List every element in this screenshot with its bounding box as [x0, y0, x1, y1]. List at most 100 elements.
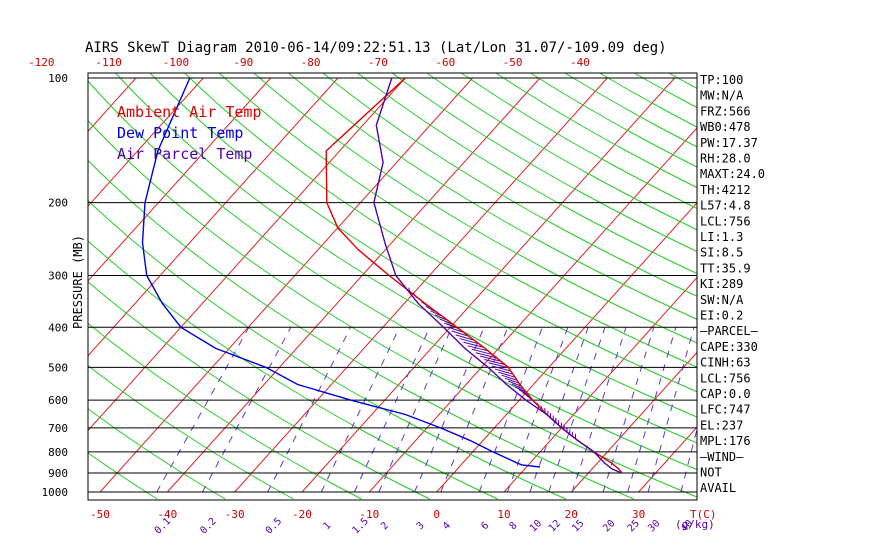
isotherm-line [368, 127, 697, 493]
index-entry: TT:35.9 [700, 261, 751, 275]
index-entry: MAXT:24.0 [700, 167, 765, 181]
top-tick-label: -60 [435, 56, 455, 69]
y-tick-label: 800 [48, 446, 68, 459]
index-entry: TP:100 [700, 73, 743, 87]
dry-adiabat-line [357, 73, 697, 275]
index-entry: SI:8.5 [700, 246, 743, 260]
isotherm-line [88, 77, 204, 207]
bottom-tick-label: -40 [157, 508, 177, 521]
index-entry: EI:0.2 [700, 309, 743, 323]
mixing-ratio-line [378, 327, 453, 493]
index-entry: PW:17.37 [700, 136, 758, 150]
isotherm-line [88, 77, 271, 282]
index-entry: LCL:756 [700, 371, 751, 385]
mixing-ratio-line [571, 327, 627, 493]
isotherm-line [570, 351, 697, 493]
bottom-tick-label: 0 [433, 508, 440, 521]
y-tick-label: 600 [48, 394, 68, 407]
dry-adiabat-line [391, 73, 697, 253]
legend-entry: Air Parcel Temp [117, 145, 252, 163]
index-entry: MPL:176 [700, 434, 751, 448]
index-entry: CAPE:330 [700, 340, 758, 354]
dry-adiabat-line [253, 73, 697, 344]
cape-hatch-line [479, 355, 501, 362]
cape-hatch-line [455, 334, 474, 341]
dry-adiabat-line [149, 73, 697, 418]
bottom-tick-label: -30 [225, 508, 245, 521]
cape-hatch-line [515, 386, 526, 393]
index-entry: RH:28.0 [700, 152, 751, 166]
index-entry: CINH:63 [700, 356, 751, 370]
y-tick-label: 1000 [42, 486, 69, 499]
cape-hatch-line [447, 326, 464, 333]
bottom-tick-label: 10 [497, 508, 510, 521]
mixing-ratio-line [414, 327, 485, 493]
plot-frame [87, 72, 698, 501]
mixing-ratio-line [478, 327, 543, 493]
mixing-ratio-line [201, 327, 292, 493]
top-tick-label: -80 [301, 56, 321, 69]
dry-adiabat-line [288, 73, 697, 320]
index-entry: KI:289 [700, 277, 743, 291]
legend-entry: Ambient Air Temp [117, 103, 262, 121]
dry-adiabat-line [461, 73, 697, 210]
y-tick-label: 900 [48, 467, 68, 480]
mixing-ratio-grid [156, 327, 697, 493]
top-tick-label: -40 [570, 56, 590, 69]
index-entry: FRZ:566 [700, 104, 751, 118]
top-tick-label: -100 [163, 56, 190, 69]
isotherm-grid [88, 77, 697, 493]
bottom-tick-label: -20 [292, 508, 312, 521]
series-line [373, 77, 623, 474]
index-entry: SW:N/A [700, 293, 744, 307]
cape-hatch-line [498, 371, 515, 378]
top-tick-label: -70 [368, 56, 388, 69]
series-line [141, 77, 541, 468]
cape-hatch-line [471, 348, 493, 355]
y-axis-ticks: 100 200 300 400 500 600 700 800 900 1000 [42, 72, 69, 499]
index-entry: —PARCEL— [700, 324, 759, 338]
top-tick-label: -120 [28, 56, 55, 69]
bottom-tick-label: 20 [565, 508, 578, 521]
mixing-ratio-line [354, 327, 431, 493]
isotherm-line [234, 77, 608, 493]
mixing-ratio-line [529, 327, 589, 493]
dry-adiabat-line [218, 73, 697, 368]
y-tick-label: 700 [48, 422, 68, 435]
isotherm-line [166, 77, 541, 493]
cape-hatch-line [430, 310, 441, 317]
index-entry: AVAIL [700, 481, 736, 495]
index-entry: EL:237 [700, 418, 743, 432]
index-entry: MW:N/A [700, 89, 744, 103]
cape-hatch-line [504, 377, 520, 384]
index-entry: L57:4.8 [700, 199, 751, 213]
cape-hatch-line [511, 383, 524, 390]
index-entry: CAP:0.0 [700, 387, 751, 401]
bottom-tick-label: -50 [90, 508, 110, 521]
isotherm-line [301, 77, 675, 493]
y-axis-label: PRESSURE (MB) [71, 235, 85, 329]
bottom-tick-label: -10 [359, 508, 379, 521]
cape-hatch-line [518, 389, 529, 396]
cape-hatch-line [439, 318, 453, 325]
cape-hatch-line [444, 322, 459, 329]
mixing-ratio-line [506, 327, 569, 493]
cape-hatch-line [501, 374, 517, 381]
cape-hatch-line [434, 314, 447, 321]
cape-hatch-line [475, 352, 497, 359]
mixing-ratio-unit: (g/kg) [675, 518, 715, 531]
index-entry: NOT [700, 466, 722, 480]
cape-hatch-line [494, 368, 513, 375]
mixing-ratio-line [548, 327, 606, 493]
dry-adiabat-line [426, 73, 697, 231]
dry-adiabat-line [322, 73, 697, 297]
top-tick-label: -110 [95, 56, 122, 69]
index-entry: TH:4212 [700, 183, 751, 197]
cape-hatch-line [491, 365, 511, 372]
dry-adiabat-line [530, 73, 697, 168]
cape-hatch-line [508, 380, 522, 387]
y-tick-label: 200 [48, 197, 68, 210]
y-tick-label: 400 [48, 321, 68, 334]
